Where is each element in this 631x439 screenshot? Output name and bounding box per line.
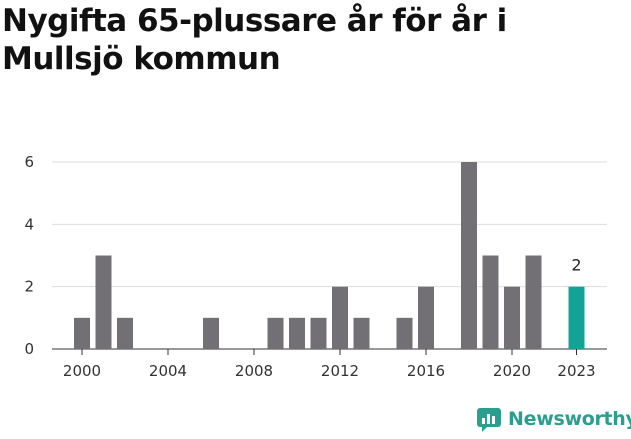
bar-2023 xyxy=(568,286,585,349)
bar-2006 xyxy=(203,317,219,349)
x-tick-label: 2020 xyxy=(493,362,531,380)
bar-2002 xyxy=(117,317,133,349)
x-tick-label: 2012 xyxy=(321,362,359,380)
bar-2016 xyxy=(418,286,434,349)
bar-2019 xyxy=(482,255,499,349)
bar-2021 xyxy=(525,255,542,349)
bar-2010 xyxy=(289,317,305,349)
y-tick-label: 2 xyxy=(24,278,34,296)
data-label-2023: 2 xyxy=(571,256,581,275)
x-tick-label: 2004 xyxy=(149,362,187,380)
bar-2013 xyxy=(353,317,370,349)
bar-chart: 0 2 4 6 2000 2004 2008 2012 2016 2020 2023 2 xyxy=(24,153,607,380)
bars xyxy=(74,162,585,349)
x-tick-label: 2008 xyxy=(235,362,273,380)
bar-2011 xyxy=(310,317,327,349)
brand: Newsworthy xyxy=(476,406,631,432)
data-labels: 2 xyxy=(571,256,581,275)
bar-2020 xyxy=(504,286,520,349)
y-tick-label: 4 xyxy=(24,215,34,233)
gridlines xyxy=(52,161,607,350)
bar-2001 xyxy=(95,255,112,349)
y-tick-label: 0 xyxy=(24,340,34,358)
x-axis-ticks: 2000 2004 2008 2012 2016 2020 2023 xyxy=(63,349,596,380)
bar-2018 xyxy=(461,162,477,349)
bar-2000 xyxy=(74,317,90,349)
y-tick-label: 6 xyxy=(24,153,34,171)
bar-2009 xyxy=(267,317,284,349)
bar-2015 xyxy=(396,317,413,349)
brand-name: Newsworthy xyxy=(508,408,631,430)
x-tick-label: 2000 xyxy=(63,362,101,380)
chart-title: Nygifta 65-plussare år för år i Mullsjö … xyxy=(2,3,507,77)
x-tick-label: 2023 xyxy=(557,362,595,380)
bar-2012 xyxy=(332,286,348,349)
x-tick-label: 2016 xyxy=(407,362,445,380)
newsworthy-logo-icon xyxy=(477,408,501,432)
y-axis-ticks: 0 2 4 6 xyxy=(24,153,34,358)
